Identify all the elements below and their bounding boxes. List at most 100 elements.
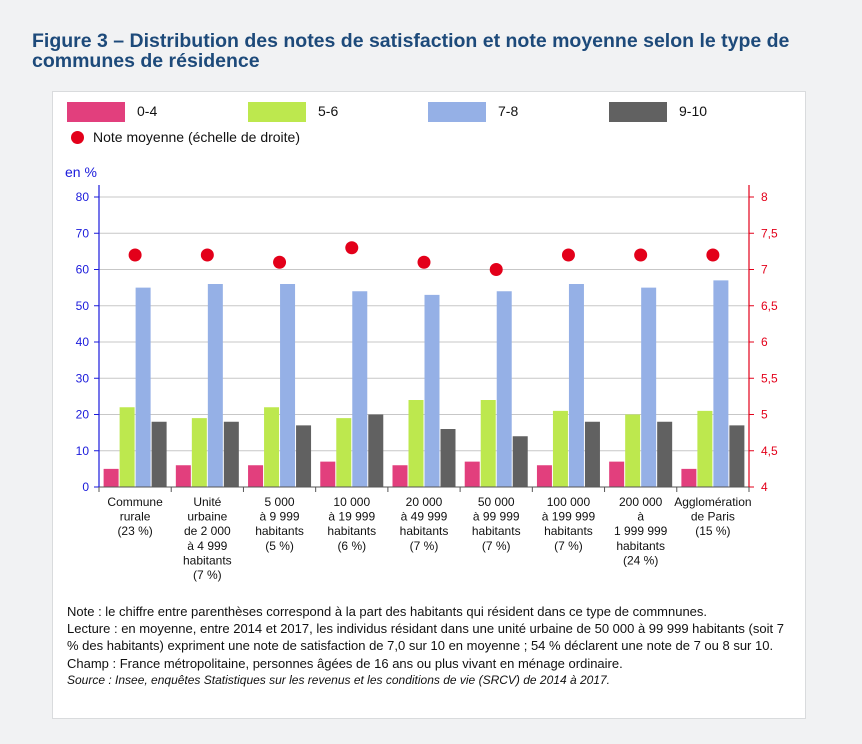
mean-dot [561, 248, 575, 262]
category-label: à 19 999 [328, 510, 375, 524]
bar-7-8 [641, 287, 657, 487]
legend-item-9-10: 9-10 [609, 102, 769, 122]
bar-7-8 [280, 284, 296, 487]
category-label: (7 %) [554, 539, 583, 553]
category-label: 200 000 [619, 495, 663, 509]
right-axis-tick-label: 4,5 [761, 444, 778, 458]
chart-panel: 0-4 5-6 7-8 9-10 Note moyenne (échelle d… [52, 91, 806, 719]
legend-label-9-10: 9-10 [679, 103, 708, 119]
category-label: habitants [472, 524, 521, 538]
category-label: de Paris [691, 510, 735, 524]
legend-swatch-7-8 [428, 102, 486, 122]
category-label: habitants [544, 524, 593, 538]
y-axis-label: en % [65, 164, 97, 180]
bar-9-10 [440, 429, 456, 487]
legend-item-7-8: 7-8 [428, 102, 588, 122]
mean-dot [200, 248, 214, 262]
left-axis-tick-label: 70 [76, 226, 90, 240]
category-label: (7 %) [482, 539, 511, 553]
category-label: (24 %) [623, 553, 658, 567]
figure-title: Figure 3 – Distribution des notes de sat… [32, 30, 790, 72]
category-label: à 49 999 [401, 510, 448, 524]
category-label: habitants [255, 524, 304, 538]
category-label: 10 000 [333, 495, 370, 509]
category-label: Unité [193, 495, 221, 509]
chart-notes: Note : le chiffre entre parenthèses corr… [67, 603, 797, 689]
mean-dot [634, 248, 648, 262]
right-axis-tick-label: 6,5 [761, 299, 778, 313]
source-text: Source : Insee, enquêtes Statistiques su… [67, 672, 610, 687]
category-label: habitants [400, 524, 449, 538]
left-axis-tick-label: 20 [76, 408, 90, 422]
category-label: habitants [616, 539, 665, 553]
legend-label-mean: Note moyenne (échelle de droite) [93, 129, 301, 145]
legend-item-mean: Note moyenne (échelle de droite) [71, 128, 371, 148]
category-label: Commune [107, 495, 163, 509]
category-label: de 2 000 [184, 524, 231, 538]
category-label: à [637, 510, 644, 524]
bar-5-6 [480, 400, 496, 487]
bar-0-4 [248, 465, 264, 487]
left-axis-tick-label: 10 [76, 444, 90, 458]
legend-dot-mean [71, 131, 84, 144]
mean-dot [417, 255, 431, 269]
mean-dot [128, 248, 142, 262]
right-axis-tick-label: 4 [761, 480, 768, 494]
bar-5-6 [408, 400, 424, 487]
category-label: 1 999 999 [614, 524, 668, 538]
category-label: urbaine [187, 510, 227, 524]
left-axis-tick-label: 50 [76, 299, 90, 313]
bar-7-8 [424, 294, 440, 487]
left-axis-tick-label: 0 [82, 480, 89, 494]
lecture-text: Lecture : en moyenne, entre 2014 et 2017… [67, 621, 784, 654]
bar-9-10 [512, 436, 528, 487]
left-axis-tick-label: 30 [76, 371, 90, 385]
bar-9-10 [729, 425, 745, 487]
champ-text: Champ : France métropolitaine, personnes… [67, 655, 623, 671]
bar-5-6 [552, 410, 568, 487]
legend-label-7-8: 7-8 [498, 103, 519, 119]
bar-7-8 [496, 291, 512, 487]
legend-swatch-5-6 [248, 102, 306, 122]
legend-item-0-4: 0-4 [67, 102, 227, 122]
left-axis-tick-label: 40 [76, 335, 90, 349]
category-label: (5 %) [265, 539, 294, 553]
bar-9-10 [657, 421, 673, 487]
bar-7-8 [135, 287, 151, 487]
legend-swatch-0-4 [67, 102, 125, 122]
legend-swatch-9-10 [609, 102, 667, 122]
category-label: 100 000 [547, 495, 591, 509]
right-axis-tick-label: 8 [761, 190, 768, 204]
legend-item-5-6: 5-6 [248, 102, 408, 122]
category-label: (7 %) [193, 568, 222, 582]
category-label: à 4 999 [187, 539, 227, 553]
category-label: à 9 999 [260, 510, 300, 524]
chart-svg: 0 10 20 30 40 50 60 70 80 4 4,5 5 5,5 6 6,5 7 7,5 8 en % Co… [65, 164, 778, 582]
category-label: (23 %) [117, 524, 152, 538]
category-label: habitants [327, 524, 376, 538]
category-label: (15 %) [695, 524, 730, 538]
category-label: 5 000 [265, 495, 295, 509]
bar-9-10 [223, 421, 239, 487]
category-label: 20 000 [406, 495, 443, 509]
category-label: Agglomération [674, 495, 751, 509]
bar-9-10 [151, 421, 167, 487]
bar-9-10 [584, 421, 600, 487]
bar-0-4 [320, 461, 336, 487]
bar-7-8 [713, 280, 729, 487]
bar-5-6 [625, 414, 641, 487]
right-axis-tick-label: 7 [761, 263, 768, 277]
bar-0-4 [536, 465, 552, 487]
bar-0-4 [609, 461, 625, 487]
bar-5-6 [264, 407, 280, 487]
category-label: (7 %) [410, 539, 439, 553]
bar-7-8 [352, 291, 368, 487]
left-axis-tick-label: 80 [76, 190, 90, 204]
category-label: à 99 999 [473, 510, 520, 524]
bar-5-6 [119, 407, 135, 487]
bar-0-4 [464, 461, 480, 487]
bar-0-4 [175, 465, 191, 487]
bar-9-10 [296, 425, 312, 487]
bar-0-4 [681, 468, 697, 487]
mean-dot [345, 241, 359, 255]
